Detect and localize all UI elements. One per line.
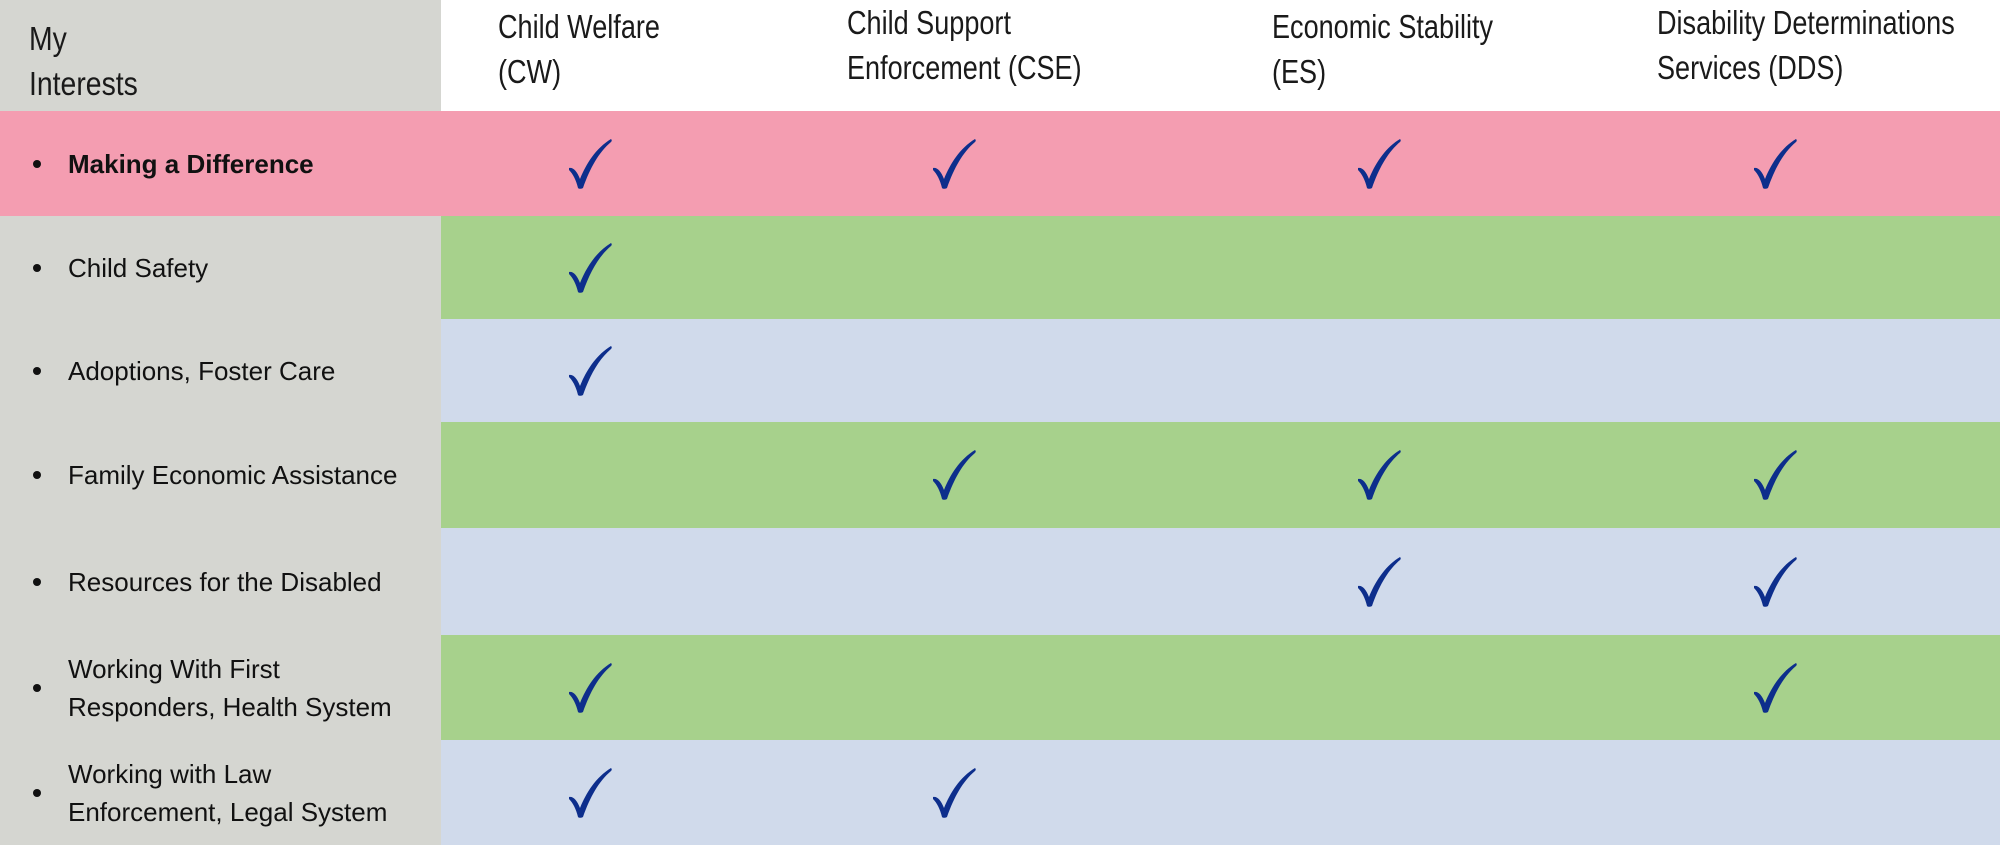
cell-making-a-difference-es <box>1225 111 1630 216</box>
checkmark-icon <box>1753 138 1797 190</box>
cell-making-a-difference-cse <box>808 111 1225 216</box>
row-label-working-with-first-responders: Working With First Responders, Health Sys… <box>0 635 441 740</box>
cell-working-with-law-enforcement-es <box>1225 740 1630 845</box>
column-header-dds: Disability Determinations Services (DDS) <box>1630 0 2000 111</box>
row-label-text: Child Safety <box>68 249 208 287</box>
row-label-family-economic-assistance: Family Economic Assistance <box>0 422 441 528</box>
cell-child-safety-cse <box>808 216 1225 319</box>
cell-family-economic-assistance-es <box>1225 422 1630 528</box>
bullet-icon <box>33 263 41 272</box>
row-label-child-safety: Child Safety <box>0 216 441 319</box>
checkmark-icon <box>1357 449 1401 501</box>
bullet-icon <box>33 577 41 586</box>
checkmark-icon <box>932 767 976 819</box>
checkmark-icon <box>1357 138 1401 190</box>
cell-family-economic-assistance-cse <box>808 422 1225 528</box>
cell-adoptions-foster-care-cw <box>441 319 808 422</box>
checkmark-icon <box>568 138 612 190</box>
corner-header: My Interests <box>0 0 441 111</box>
cell-child-safety-dds <box>1630 216 2000 319</box>
column-header-cw: Child Welfare (CW) <box>441 0 808 111</box>
cell-resources-for-the-disabled-es <box>1225 528 1630 635</box>
column-header-line2: Services (DDS) <box>1657 49 1844 86</box>
column-header-line1: Economic Stability <box>1272 8 1494 45</box>
bullet-icon <box>33 788 41 797</box>
cell-resources-for-the-disabled-cw <box>441 528 808 635</box>
row-label-line1: Adoptions, Foster Care <box>68 355 336 386</box>
checkmark-icon <box>1753 449 1797 501</box>
column-header-line1: Child Welfare <box>498 8 660 45</box>
checkmark-icon <box>932 449 976 501</box>
checkmark-icon <box>1753 662 1797 714</box>
row-label-line1: Child Safety <box>68 252 209 283</box>
row-label-text: Family Economic Assistance <box>68 456 397 494</box>
cell-adoptions-foster-care-es <box>1225 319 1630 422</box>
column-header-cse: Child Support Enforcement (CSE) <box>808 0 1225 111</box>
row-label-making-a-difference: Making a Difference <box>0 111 441 216</box>
bullet-icon <box>33 366 41 375</box>
cell-family-economic-assistance-cw <box>441 422 808 528</box>
row-label-line1: Working With First <box>68 653 280 684</box>
column-header-line1: Child Support <box>847 4 1011 41</box>
cell-resources-for-the-disabled-dds <box>1630 528 2000 635</box>
row-label-working-with-law-enforcement: Working with Law Enforcement, Legal Syste… <box>0 740 441 845</box>
corner-line1: My <box>29 20 67 57</box>
cell-working-with-first-responders-cse <box>808 635 1225 740</box>
checkmark-icon <box>568 242 612 294</box>
bullet-icon <box>33 159 41 168</box>
cell-working-with-first-responders-es <box>1225 635 1630 740</box>
cell-resources-for-the-disabled-cse <box>808 528 1225 635</box>
row-label-text: Adoptions, Foster Care <box>68 352 335 390</box>
row-label-adoptions-foster-care: Adoptions, Foster Care <box>0 319 441 422</box>
row-label-line1: Working with Law <box>68 758 272 789</box>
row-label-line1: Making a Difference <box>68 148 314 179</box>
row-label-line1: Resources for the Disabled <box>68 566 382 597</box>
checkmark-icon <box>568 345 612 397</box>
row-label-line2: Enforcement, Legal System <box>68 796 388 827</box>
column-header-line2: (ES) <box>1272 53 1327 90</box>
row-label-text: Resources for the Disabled <box>68 563 382 601</box>
row-label-resources-for-the-disabled: Resources for the Disabled <box>0 528 441 635</box>
column-header-line1: Disability Determinations <box>1657 4 1955 41</box>
cell-making-a-difference-cw <box>441 111 808 216</box>
column-header-es: Economic Stability (ES) <box>1225 0 1630 111</box>
cell-working-with-law-enforcement-dds <box>1630 740 2000 845</box>
row-label-line2: Responders, Health System <box>68 691 392 722</box>
cell-working-with-law-enforcement-cse <box>808 740 1225 845</box>
column-header-line2: Enforcement (CSE) <box>847 49 1082 86</box>
checkmark-icon <box>568 767 612 819</box>
bullet-icon <box>33 683 41 692</box>
cell-working-with-law-enforcement-cw <box>441 740 808 845</box>
cell-working-with-first-responders-cw <box>441 635 808 740</box>
row-label-text: Making a Difference <box>68 145 314 183</box>
cell-making-a-difference-dds <box>1630 111 2000 216</box>
corner-line2: Interests <box>29 65 138 102</box>
row-label-text: Working With First Responders, Health Sys… <box>68 650 392 726</box>
row-label-text: Working with Law Enforcement, Legal Syste… <box>68 755 387 831</box>
row-label-line1: Family Economic Assistance <box>68 460 398 490</box>
checkmark-icon <box>1357 556 1401 608</box>
cell-family-economic-assistance-dds <box>1630 422 2000 528</box>
cell-child-safety-es <box>1225 216 1630 319</box>
checkmark-icon <box>568 662 612 714</box>
cell-child-safety-cw <box>441 216 808 319</box>
checkmark-icon <box>932 138 976 190</box>
column-header-line2: (CW) <box>498 53 562 90</box>
cell-adoptions-foster-care-cse <box>808 319 1225 422</box>
cell-working-with-first-responders-dds <box>1630 635 2000 740</box>
bullet-icon <box>33 471 41 479</box>
cell-adoptions-foster-care-dds <box>1630 319 2000 422</box>
checkmark-icon <box>1753 556 1797 608</box>
